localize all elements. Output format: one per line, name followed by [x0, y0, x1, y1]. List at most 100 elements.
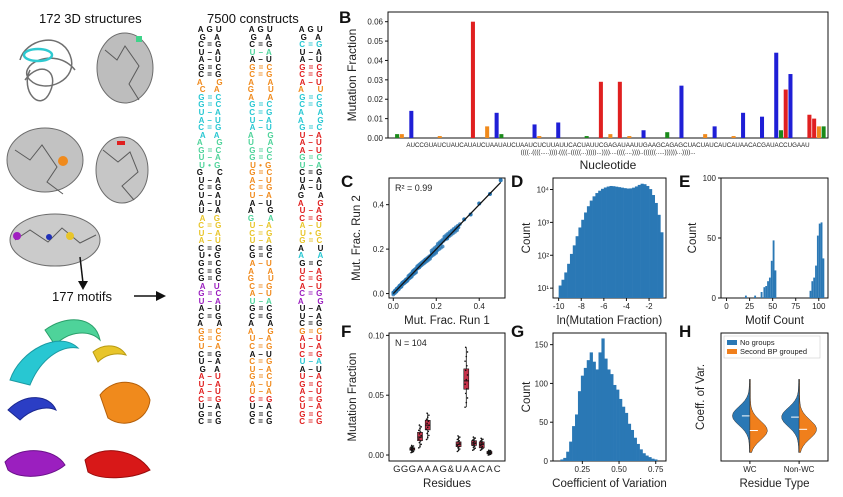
- construct-line: A G: [196, 138, 224, 148]
- construct-line: C = G: [198, 266, 222, 276]
- motif-render-blue: [7, 397, 57, 421]
- x-tick-label: C: [478, 464, 485, 475]
- histogram-bar: [592, 361, 596, 461]
- construct-line: U – A: [299, 130, 323, 140]
- box-point: [479, 444, 482, 447]
- histogram-bar: [584, 212, 588, 298]
- x-tick-label: 0.2: [431, 302, 443, 311]
- construct-line: G = C: [299, 92, 323, 102]
- sequence-label: AUCCGUAUCUAUCAUAUCUAAUAUCUAAUCUCUUAUUCAC…: [406, 142, 809, 149]
- x-axis-label: Residue Type: [739, 478, 809, 490]
- histogram-bar: [558, 285, 562, 298]
- histogram-bar: [629, 188, 633, 298]
- construct-line: G = C: [299, 326, 323, 336]
- x-tick-label: 0.4: [474, 302, 486, 311]
- construct-line: U – A: [299, 372, 323, 382]
- box-point: [488, 449, 490, 452]
- bar-G: [778, 130, 783, 138]
- histogram-bar: [770, 260, 773, 298]
- x-tick-label: Non-WC: [784, 465, 815, 474]
- x-tick-label: A: [425, 464, 432, 475]
- motif-render-purple: [4, 450, 66, 477]
- histogram-bar: [809, 290, 812, 298]
- construct-line: C = G: [299, 213, 323, 223]
- box-point: [418, 441, 421, 444]
- histogram-bar: [660, 232, 664, 298]
- histogram-bar: [620, 187, 624, 298]
- histogram-bar: [601, 338, 605, 461]
- histogram-bar: [820, 222, 823, 298]
- construct-line: C = G: [299, 70, 323, 80]
- construct-line: G = C: [198, 100, 222, 110]
- histogram-bar: [822, 258, 825, 298]
- box-point: [457, 437, 460, 440]
- box-point: [466, 351, 469, 353]
- box-point: [482, 438, 484, 440]
- box-point: [480, 437, 482, 440]
- y-tick-label: 150: [535, 341, 549, 350]
- legend-swatch: [727, 340, 737, 345]
- construct-line: C = G: [249, 417, 273, 427]
- y-tick-label: 0.06: [367, 18, 383, 27]
- box-point: [466, 387, 468, 390]
- construct-line: G = C: [198, 289, 222, 299]
- y-tick-label: 0.4: [373, 201, 385, 210]
- histogram-bar: [592, 196, 596, 298]
- construct-line: G = C: [249, 153, 273, 163]
- histogram-bar: [767, 281, 769, 298]
- box-point: [418, 429, 420, 432]
- x-tick-label: 0.25: [575, 465, 591, 474]
- construct-line: G = C: [299, 236, 323, 246]
- box-point: [473, 438, 475, 440]
- box-point: [458, 445, 460, 448]
- y-tick-label: 0: [712, 294, 717, 303]
- histogram-bar: [610, 374, 614, 461]
- fit-line: [392, 181, 502, 295]
- histogram-bar: [813, 277, 816, 298]
- legend-swatch: [727, 349, 737, 354]
- constructs-title: 7500 constructs: [207, 11, 299, 26]
- panel-letter-g: G: [511, 322, 525, 341]
- box-point: [482, 442, 484, 445]
- box-point: [473, 443, 475, 445]
- histogram-bar: [595, 369, 599, 461]
- histogram-bar: [595, 193, 599, 298]
- x-tick-label: -2: [645, 302, 653, 311]
- y-tick-label: 0.00: [368, 451, 384, 460]
- construct-line: C = G: [299, 289, 323, 299]
- box-point: [458, 442, 461, 444]
- x-tick-label: -4: [623, 302, 631, 311]
- construct-line: U – A: [299, 47, 323, 57]
- histogram-bar: [637, 184, 641, 298]
- motifs-title: 177 motifs: [52, 289, 112, 304]
- histogram-bar: [566, 451, 570, 461]
- box-point: [419, 431, 422, 433]
- construct-line: G C: [196, 168, 224, 178]
- x-tick-label: A: [471, 464, 478, 475]
- arrow-right-icon: [134, 291, 166, 301]
- construct-line: A – U: [198, 55, 222, 65]
- construct-line: C = G: [249, 243, 273, 253]
- construct-line: G = C: [249, 100, 273, 110]
- histogram-bar: [572, 426, 576, 461]
- histogram-bar: [598, 352, 602, 461]
- bar-C: [774, 52, 779, 139]
- histogram-bar: [818, 223, 821, 298]
- plot-frame: [388, 177, 506, 299]
- histogram-bar: [645, 455, 649, 461]
- y-tick-label: 10¹: [537, 284, 549, 293]
- bar-U: [703, 134, 708, 138]
- bar-U: [608, 134, 613, 138]
- construct-line: A – U: [249, 379, 273, 389]
- x-tick-label: -10: [553, 302, 565, 311]
- bar-C: [741, 112, 746, 138]
- x-tick-label: 25: [745, 302, 754, 311]
- y-axis-label: Count: [687, 222, 699, 253]
- y-tick-label: 100: [703, 174, 717, 183]
- structure-label: ((((..((((.....)))).((((..(((((...))))).…: [521, 149, 696, 156]
